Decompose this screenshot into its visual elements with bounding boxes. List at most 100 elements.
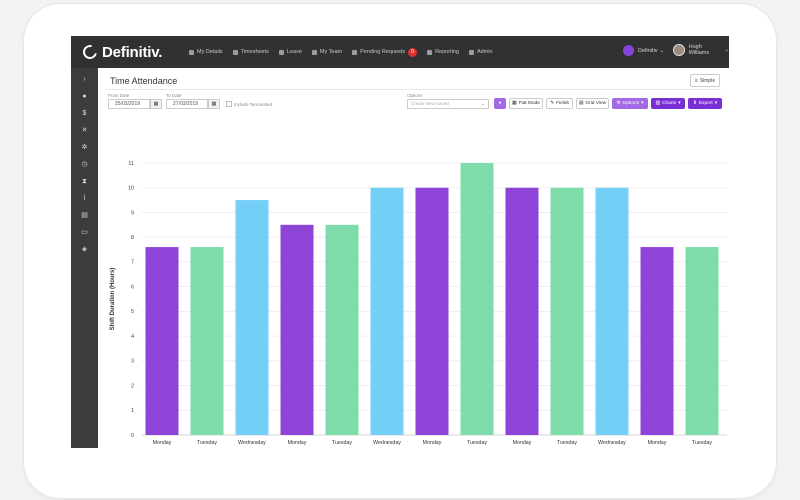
caret-down-icon: ▾ xyxy=(678,101,681,106)
bar xyxy=(235,200,269,435)
y-tick-label: 8 xyxy=(131,235,134,241)
app-window: Definitiv. My Details Timesheets Leave My T… xyxy=(71,36,729,448)
calendar-icon[interactable]: ▦ xyxy=(150,99,162,109)
main-nav: My Details Timesheets Leave My Team Pending … xyxy=(189,36,503,68)
x-tick-label: Wednesday xyxy=(598,440,626,446)
nav-item[interactable]: Pending Requests 0 xyxy=(352,47,418,57)
list-icon: ≡ xyxy=(694,77,698,84)
settings-icon[interactable]: ✲ xyxy=(81,144,88,151)
x-tick-label: Tuesday xyxy=(557,440,577,446)
bar xyxy=(370,187,404,435)
org-switcher[interactable]: Definitiv ⌄ xyxy=(623,45,664,56)
y-tick-label: 5 xyxy=(131,309,134,315)
simple-button[interactable]: ≡ Simple xyxy=(690,74,720,87)
chevron-down-icon: ⌄ xyxy=(724,47,729,53)
team-icon xyxy=(311,49,317,55)
y-tick-label: 4 xyxy=(131,334,134,340)
flat-mode-button[interactable]: ▦ Flat Mode xyxy=(509,98,543,109)
shift-duration-chart: 0 1 2 3 4 5 6 7 8 9 10 11 Shift Duration (Hours) Mond… xyxy=(110,161,727,446)
y-tick-label: 10 xyxy=(128,186,134,192)
x-tick-label: Monday xyxy=(513,440,532,446)
nav-item[interactable]: Admin xyxy=(468,49,493,55)
x-tick-label: Monday xyxy=(423,440,442,446)
chevron-right-icon[interactable]: › xyxy=(83,76,86,83)
x-tick-label: Monday xyxy=(288,440,307,446)
to-date-input[interactable]: 27/03/2019 xyxy=(166,99,208,109)
nav-item[interactable]: Reporting xyxy=(427,49,459,55)
status-badge: 0 xyxy=(408,47,418,57)
y-tick-label: 1 xyxy=(131,408,134,414)
charts-button[interactable]: ▥ Charts ▾ xyxy=(651,98,685,109)
options-button[interactable]: ✲ Options ▾ xyxy=(612,98,648,109)
x-tick-label: Tuesday xyxy=(467,440,487,446)
from-date-input[interactable]: 25/03/2019 xyxy=(108,99,150,109)
y-axis-label: Shift Duration (Hours) xyxy=(110,268,116,331)
nav-item[interactable]: Timesheets xyxy=(232,49,269,55)
bar xyxy=(145,247,179,435)
bar xyxy=(190,247,224,435)
layers-icon[interactable]: ◈ xyxy=(81,246,88,253)
fields-button[interactable]: ✎ Fields xyxy=(546,98,573,109)
gear-icon xyxy=(468,49,474,55)
y-tick-label: 9 xyxy=(131,210,134,216)
chart-icon[interactable]: ⌇ xyxy=(82,195,87,202)
bar xyxy=(415,187,449,435)
export-button[interactable]: ⬇ Export ▾ xyxy=(688,98,722,109)
caret-down-icon: ▾ xyxy=(641,101,644,106)
bar xyxy=(685,247,719,435)
tools-icon[interactable]: ✕ xyxy=(81,127,88,134)
chart-icon xyxy=(427,49,433,55)
bar xyxy=(460,163,494,435)
export-btn-label: Export xyxy=(698,101,713,106)
divider xyxy=(106,89,721,90)
person-icon[interactable]: ● xyxy=(82,93,87,100)
page-title: Time Attendance xyxy=(110,76,178,86)
x-tick-label: Tuesday xyxy=(197,440,217,446)
grid-view-button[interactable]: ▤ Grid View xyxy=(576,98,609,109)
org-name: Definitiv xyxy=(638,47,658,54)
folder-icon[interactable]: ▭ xyxy=(81,229,88,236)
saved-view-select[interactable]: Create New Saved ⌄ xyxy=(407,99,489,109)
nav-item-label: Reporting xyxy=(435,49,459,55)
calendar-icon[interactable]: ▦ xyxy=(208,99,220,109)
brand-name: Definitiv. xyxy=(102,43,163,61)
chevron-down-icon: ⌄ xyxy=(481,101,485,106)
bar xyxy=(280,224,314,435)
document-icon[interactable]: ▤ xyxy=(81,212,88,219)
saved-view-placeholder: Create New Saved xyxy=(411,101,449,106)
options-btn-label: Options xyxy=(622,101,640,106)
brand[interactable]: Definitiv. xyxy=(80,42,163,62)
person-icon xyxy=(189,49,194,55)
disk-icon: ● xyxy=(498,101,502,106)
nav-item[interactable]: My Details xyxy=(189,49,223,55)
include-terminated-checkbox[interactable] xyxy=(226,101,232,107)
x-tick-label: Wednesday xyxy=(238,440,266,446)
x-tick-label: Monday xyxy=(648,440,667,446)
nav-item-label: My Details xyxy=(197,49,223,55)
grid-view-label: Grid View xyxy=(585,101,607,106)
x-tick-label: Wednesday xyxy=(373,440,401,446)
user-menu[interactable]: Hugh Williams ⌄ xyxy=(673,44,729,56)
avatar xyxy=(673,44,685,56)
clock-icon[interactable]: ◷ xyxy=(81,161,88,168)
flat-mode-label: Flat Mode xyxy=(518,101,540,106)
include-terminated-label: Include Terminated xyxy=(234,102,272,107)
calendar-icon xyxy=(232,49,238,55)
y-tick-label: 11 xyxy=(128,161,134,167)
bar xyxy=(595,187,629,435)
nav-item[interactable]: Leave xyxy=(278,49,302,55)
hourglass-icon[interactable]: ⧗ xyxy=(82,178,87,185)
clock-icon xyxy=(278,49,284,55)
dollar-icon[interactable]: $ xyxy=(82,110,87,117)
y-tick-label: 3 xyxy=(131,359,134,365)
nav-item-label: Leave xyxy=(286,49,302,55)
save-view-button[interactable]: ● xyxy=(494,98,506,109)
download-icon: ⬇ xyxy=(692,101,697,106)
gear-icon: ✲ xyxy=(616,101,621,106)
nav-item-label: Timesheets xyxy=(240,49,269,55)
table-icon: ▤ xyxy=(578,101,584,106)
sidebar: › ● $ ✕ ✲ ◷ ⧗ ⌇ ▤ ▭ ◈ xyxy=(71,68,98,448)
nav-item[interactable]: My Team xyxy=(311,49,342,55)
nav-item-label: Admin xyxy=(476,49,493,55)
bar xyxy=(550,187,584,435)
